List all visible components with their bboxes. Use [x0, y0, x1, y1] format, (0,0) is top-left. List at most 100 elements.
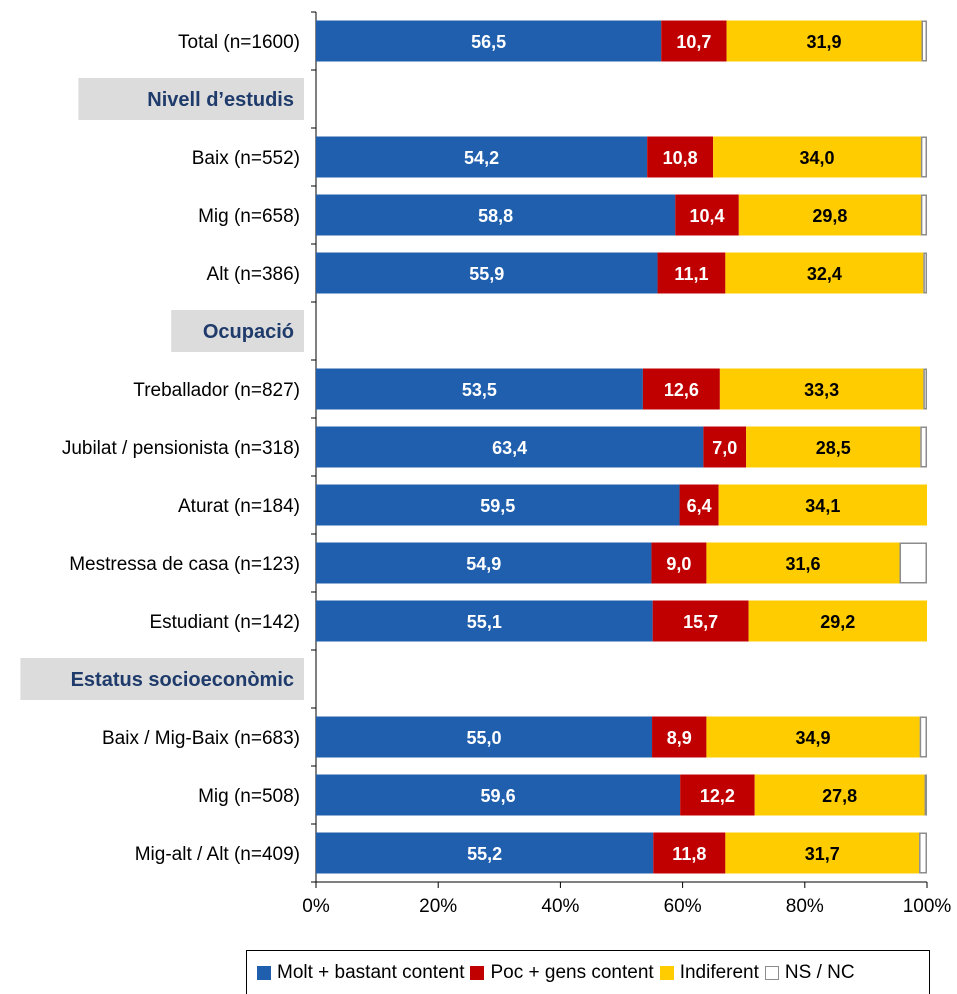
- legend-swatch-poc-gens: [470, 965, 485, 980]
- section-header-bg: [171, 310, 304, 352]
- bar-segment-molt-bastant-content: [316, 252, 658, 294]
- section-header-ocupacio: Ocupació: [203, 321, 294, 343]
- legend-label-poc-gens: Poc + gens content: [490, 961, 654, 983]
- bar-segment-ns-nc: [919, 716, 928, 758]
- bar-segment-ns-nc: [920, 194, 928, 236]
- x-tick-label: 100%: [903, 896, 952, 917]
- legend-swatch-indiferent: [659, 965, 674, 980]
- bar-segment-indiferent: [706, 716, 920, 758]
- bar-segment-ns-nc: [919, 832, 928, 874]
- legend-item-molt-bastant: Molt + bastant content: [257, 962, 464, 984]
- legend-item-poc-gens: Poc + gens content: [470, 961, 654, 984]
- legend-label-ns-nc: NS / NC: [784, 961, 855, 983]
- category-label: Baix (n=552): [192, 148, 300, 169]
- data-label-molt-bastant-content: 54,2: [464, 148, 499, 168]
- bar-segment-indiferent: [746, 426, 921, 468]
- category-label: Alt (n=386): [207, 264, 300, 285]
- legend-label-molt-bastant: Molt + bastant content: [277, 961, 465, 983]
- bar-segment-poc-gens-content: [647, 136, 714, 178]
- data-label-poc-gens-content: 11,8: [672, 844, 706, 864]
- bar-segment-indiferent: [725, 832, 920, 874]
- x-tick-label: 20%: [419, 896, 457, 917]
- category-label: Jubilat / pensionista (n=318): [62, 438, 300, 459]
- bar-segment-indiferent: [726, 20, 922, 62]
- legend-swatch-molt-bastant: [257, 965, 271, 980]
- data-label-indiferent: 34,9: [796, 728, 831, 748]
- bar-segment-molt-bastant-content: [316, 832, 654, 874]
- bar-segment-indiferent: [738, 194, 921, 236]
- section-header-nivell-d-estudis: Nivell d’estudis: [147, 89, 294, 111]
- data-label-poc-gens-content: 7,0: [712, 438, 737, 458]
- data-label-molt-bastant-content: 58,8: [478, 206, 513, 226]
- data-label-poc-gens-content: 12,2: [700, 786, 735, 806]
- bar-segment-indiferent: [748, 600, 927, 642]
- data-label-indiferent: 28,5: [816, 438, 851, 458]
- data-label-indiferent: 29,8: [812, 206, 847, 226]
- legend: Molt + bastant content Poc + gens conten…: [246, 950, 930, 994]
- data-label-poc-gens-content: 10,4: [690, 206, 725, 226]
- bar-segment-ns-nc: [923, 368, 927, 410]
- legend-item-indiferent: Indiferent: [659, 961, 759, 984]
- stacked-bar-chart: 0% 20% 40% 60% 80% 100% Total (n=1600) 56,5 10,7…: [20, 11, 952, 917]
- data-label-poc-gens-content: 15,7: [683, 612, 718, 632]
- bar-segment-molt-bastant-content: [316, 368, 643, 410]
- category-label: Total (n=1600): [178, 32, 300, 53]
- bar-segment-poc-gens-content: [661, 20, 727, 62]
- x-tick-label: 80%: [786, 896, 824, 917]
- x-tick-label: 0%: [302, 896, 330, 917]
- bar-segment-poc-gens-content: [680, 774, 755, 816]
- bar-segment-molt-bastant-content: [316, 716, 653, 758]
- data-label-poc-gens-content: 10,8: [663, 148, 698, 168]
- bar-segment-indiferent: [713, 136, 921, 178]
- bar-segment-molt-bastant-content: [316, 484, 680, 526]
- bar-segment-poc-gens-content: [653, 832, 726, 874]
- data-label-poc-gens-content: 12,6: [664, 380, 699, 400]
- category-label: Aturat (n=184): [178, 496, 300, 517]
- data-label-poc-gens-content: 11,1: [674, 264, 708, 284]
- data-label-indiferent: 27,8: [822, 786, 857, 806]
- legend-label-indiferent: Indiferent: [679, 961, 759, 983]
- category-label: Mig-alt / Alt (n=409): [135, 844, 300, 865]
- data-label-molt-bastant-content: 55,1: [467, 612, 502, 632]
- bar-segment-molt-bastant-content: [316, 774, 681, 816]
- data-label-indiferent: 34,1: [805, 496, 840, 516]
- data-label-molt-bastant-content: 54,9: [466, 554, 501, 574]
- bar-segment-poc-gens-content: [703, 426, 747, 468]
- category-label: Estudiant (n=142): [149, 612, 300, 633]
- bar-segment-poc-gens-content: [657, 252, 726, 294]
- bar-segment-indiferent: [754, 774, 925, 816]
- bar-segment-indiferent: [706, 542, 900, 584]
- data-label-indiferent: 31,9: [807, 32, 842, 52]
- bar-segment-poc-gens-content: [652, 716, 707, 758]
- data-label-indiferent: 31,6: [785, 554, 820, 574]
- legend-swatch-ns-nc: [764, 965, 779, 980]
- category-label: Mig (n=658): [198, 206, 300, 227]
- data-label-molt-bastant-content: 56,5: [471, 32, 506, 52]
- bar-segment-ns-nc: [923, 252, 927, 294]
- bar-segment-ns-nc: [921, 20, 927, 62]
- bar-segment-indiferent: [719, 368, 924, 410]
- bar-segment-molt-bastant-content: [316, 20, 662, 62]
- bar-segment-molt-bastant-content: [316, 542, 652, 584]
- data-label-indiferent: 29,2: [820, 612, 855, 632]
- category-label: Baix / Mig-Baix (n=683): [102, 728, 300, 749]
- data-label-molt-bastant-content: 55,9: [469, 264, 504, 284]
- data-label-molt-bastant-content: 63,4: [492, 438, 527, 458]
- category-label: Mestressa de casa (n=123): [69, 554, 300, 575]
- data-label-poc-gens-content: 8,9: [667, 728, 692, 748]
- data-label-molt-bastant-content: 59,6: [481, 786, 516, 806]
- bar-segment-ns-nc: [920, 426, 927, 468]
- bar-segment-molt-bastant-content: [316, 136, 648, 178]
- section-header-estatus-socioeconomic: Estatus socioeconòmic: [71, 669, 294, 691]
- section-header-bg: [20, 658, 305, 700]
- data-label-molt-bastant-content: 55,2: [467, 844, 502, 864]
- bar-segment-poc-gens-content: [652, 600, 749, 642]
- data-label-molt-bastant-content: 55,0: [467, 728, 502, 748]
- data-label-indiferent: 31,7: [805, 844, 840, 864]
- data-label-indiferent: 32,4: [807, 264, 842, 284]
- x-tick-label: 40%: [541, 896, 579, 917]
- category-label: Mig (n=508): [198, 786, 300, 807]
- bar-segment-molt-bastant-content: [316, 194, 676, 236]
- bar-segment-poc-gens-content: [651, 542, 707, 584]
- bar-segment-molt-bastant-content: [316, 426, 704, 468]
